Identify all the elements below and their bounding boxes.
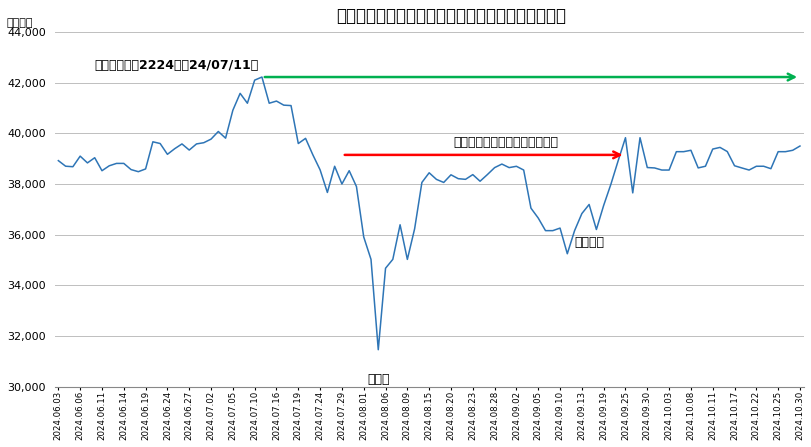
Text: 二番底？: 二番底？	[574, 236, 604, 249]
Text: 最高値：４万2224円（24/07/11）: 最高値：４万2224円（24/07/11）	[95, 59, 259, 72]
Title: 令和のブラックマンデー前後の日経平均株価の動き: 令和のブラックマンデー前後の日経平均株価の動き	[337, 7, 566, 25]
Text: 単位：円: 単位：円	[6, 18, 32, 28]
Text: ２カ月弱で暴落前の水準を回復: ２カ月弱で暴落前の水準を回復	[453, 136, 557, 149]
Text: 一番底: 一番底	[367, 372, 389, 385]
